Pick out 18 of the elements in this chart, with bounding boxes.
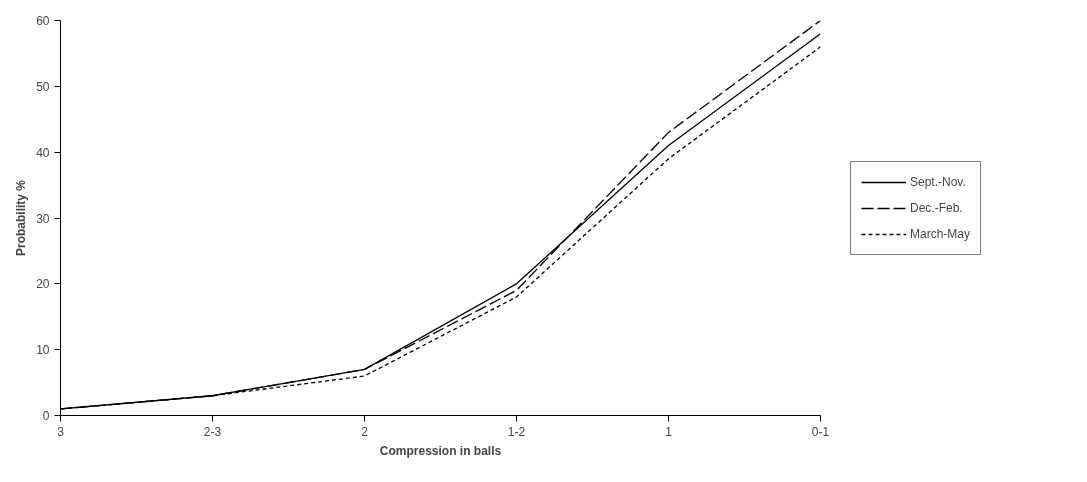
y-tick-label: 40 [36,145,50,160]
x-tick-label: 1-2 [507,424,526,439]
legend-label: March-May [910,227,971,241]
x-tick-label: 3 [57,424,65,439]
y-axis-title: Probability % [14,179,29,257]
y-tick-label: 50 [36,79,50,94]
x-tick-label: 2 [361,424,369,439]
y-tick-label: 20 [36,277,50,292]
legend-label: Dec.-Feb. [910,201,963,215]
legend-label: Sept.-Nov. [910,175,966,189]
y-tick-label: 0 [42,409,50,423]
x-tick-label: 2-3 [203,424,222,439]
x-tick-label: 1 [665,424,673,439]
y-tick-label: 10 [36,343,50,358]
y-tick-label: 30 [36,211,50,226]
x-axis-title: Compression in balls [379,443,502,458]
y-tick-label: 60 [36,14,50,28]
x-tick-label: 0-1 [811,424,830,439]
